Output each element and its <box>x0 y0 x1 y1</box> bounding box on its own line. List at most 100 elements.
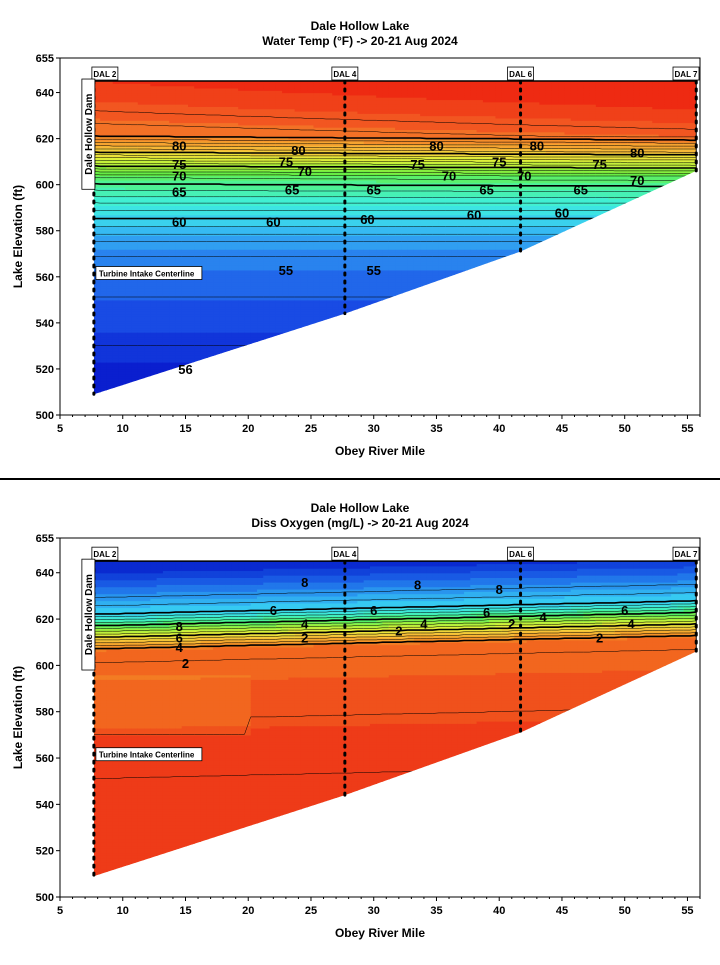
temp-field-cell <box>219 369 226 372</box>
temp-field-cell <box>226 371 233 374</box>
temp-field-cell <box>307 355 314 358</box>
temp-field-cell <box>270 355 277 358</box>
temp-field-cell <box>207 394 214 397</box>
temp-field-cell <box>307 376 314 379</box>
temp-field-cell <box>282 374 289 377</box>
temp-field-cell <box>157 392 164 395</box>
temp-field-cell <box>263 360 270 363</box>
temp-field-cell <box>270 348 277 351</box>
temp-field-cell <box>100 392 107 395</box>
temp-field-cell <box>207 357 214 360</box>
temp-field-cell <box>288 351 295 354</box>
temp-field-cell <box>169 383 176 386</box>
temp-field-cell <box>194 378 201 381</box>
temp-field-cell <box>138 399 145 402</box>
temp-field-cell <box>232 367 239 370</box>
temp-field-cell <box>251 344 258 347</box>
temp-field-cell <box>276 367 283 370</box>
temp-field-cell <box>295 332 302 335</box>
temp-field-cell <box>307 360 314 363</box>
temp-field-cell <box>213 376 220 379</box>
temp-field-cell <box>232 369 239 372</box>
temp-field-cell <box>194 397 201 400</box>
temp-field-cell <box>213 380 220 383</box>
temp-field-cell <box>201 385 208 388</box>
temp-field-cell <box>125 401 132 404</box>
temp-field-cell <box>270 351 277 354</box>
temp-field-cell <box>295 344 302 347</box>
temp-field-cell <box>132 397 139 400</box>
temp-field-cell <box>295 392 302 395</box>
temp-field-cell <box>282 390 289 393</box>
temp-field-cell <box>182 394 189 397</box>
temp-field-cell <box>295 401 302 404</box>
temp-field-cell <box>288 387 295 390</box>
temp-field-cell <box>213 364 220 367</box>
temp-field-cell <box>157 374 164 377</box>
temp-field-cell <box>301 334 308 337</box>
temp-field-cell <box>301 344 308 347</box>
temp-field-cell <box>132 385 139 388</box>
temp-field-cell <box>251 357 258 360</box>
temp-field-cell <box>295 385 302 388</box>
temp-field-cell <box>132 399 139 402</box>
temp-field-cell <box>307 401 314 404</box>
temp-field-cell <box>276 357 283 360</box>
temp-field-cell <box>313 351 320 354</box>
temp-field-cell <box>276 362 283 365</box>
temp-field-cell <box>313 394 320 397</box>
temp-field-cell <box>301 397 308 400</box>
temp-field-cell <box>313 387 320 390</box>
temp-field-cell <box>307 374 314 377</box>
temp-field-cell <box>251 360 258 363</box>
temp-field-cell <box>244 353 251 356</box>
temp-field-cell <box>194 390 201 393</box>
temp-field-cell <box>301 348 308 351</box>
temp-field-cell <box>182 397 189 400</box>
temp-field-cell <box>313 330 320 333</box>
temp-field-cell <box>282 387 289 390</box>
temp-field-cell <box>219 390 226 393</box>
temp-field-cell <box>157 383 164 386</box>
temp-field-cell <box>301 339 308 342</box>
temp-field-cell <box>94 397 101 400</box>
temp-field-cell <box>307 380 314 383</box>
temp-field-cell <box>301 378 308 381</box>
temp-field-cell <box>295 364 302 367</box>
temp-field-cell <box>257 351 264 354</box>
temp-field-cell <box>244 383 251 386</box>
temp-field-cell <box>150 390 157 393</box>
temp-field-cell <box>313 325 320 328</box>
temp-field-cell <box>194 392 201 395</box>
temp-field-cell <box>295 348 302 351</box>
temp-field-cell <box>213 390 220 393</box>
temp-field-cell <box>157 397 164 400</box>
temp-field-cell <box>226 360 233 363</box>
temp-field-cell <box>232 360 239 363</box>
temp-field-cell <box>257 394 264 397</box>
temp-field-cell <box>288 390 295 393</box>
temp-field-cell <box>157 376 164 379</box>
temp-field-cell <box>201 362 208 365</box>
temp-field-cell <box>125 390 132 393</box>
temp-field-cell <box>125 394 132 397</box>
temp-field-cell <box>226 364 233 367</box>
temp-field-cell <box>307 390 314 393</box>
temp-field-cell <box>238 360 245 363</box>
temp-field-cell <box>132 392 139 395</box>
temp-field-cell <box>257 357 264 360</box>
temp-field-cell <box>169 374 176 377</box>
temp-field-cell <box>157 380 164 383</box>
temp-field-cell <box>207 371 214 374</box>
temp-field-cell <box>301 327 308 330</box>
temp-field-cell <box>106 390 113 393</box>
temp-field-cell <box>263 401 270 404</box>
temp-field-cell <box>263 364 270 367</box>
temp-field-cell <box>169 397 176 400</box>
temp-field-cell <box>270 341 277 344</box>
temp-field-cell <box>194 399 201 402</box>
temp-field-cell <box>282 337 289 340</box>
temp-field-cell <box>163 385 170 388</box>
temp-field-cell <box>150 392 157 395</box>
temp-field-cell <box>244 380 251 383</box>
